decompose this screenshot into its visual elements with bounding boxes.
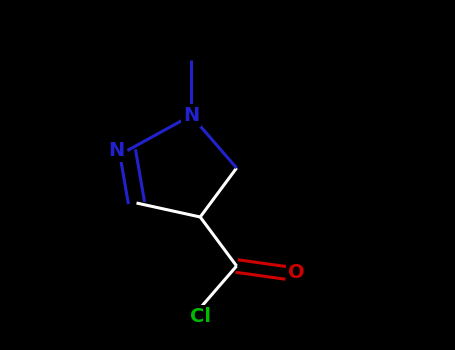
Text: N: N bbox=[183, 106, 199, 125]
Text: Cl: Cl bbox=[190, 307, 211, 326]
Text: N: N bbox=[108, 141, 124, 160]
Text: O: O bbox=[288, 264, 305, 282]
